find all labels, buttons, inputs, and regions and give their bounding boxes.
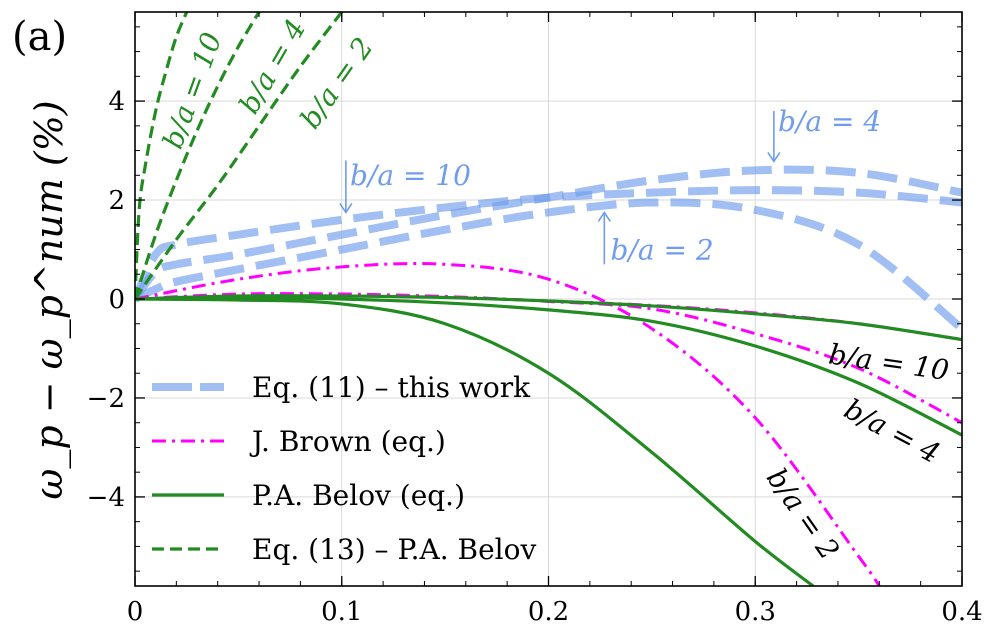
- y-tick-label: 2: [108, 186, 125, 216]
- y-tick-label: 0: [108, 285, 125, 315]
- series-line-this_work-2: [135, 198, 962, 332]
- series-group: [135, 12, 962, 586]
- panel-label: (a): [12, 14, 67, 60]
- series-line-belov-6: [135, 294, 962, 342]
- y-tick-label: −2: [87, 384, 125, 414]
- x-tick-label: 0: [127, 597, 144, 627]
- y-tick-label: 4: [108, 87, 125, 117]
- series-line-eq13-9: [135, 12, 189, 300]
- curve-annotation-3: b/a = 10: [350, 159, 471, 192]
- annotation-arrow-head-2: [597, 210, 611, 222]
- series-line-this_work-1: [135, 165, 962, 302]
- annotation-arrow-head-0: [339, 202, 353, 214]
- legend-label-belov: P.A. Belov (eq.): [252, 479, 465, 512]
- legend-label-this_work: Eq. (11) – this work: [252, 371, 531, 404]
- y-tick-label: −4: [87, 483, 125, 513]
- series-line-eq13-11: [135, 12, 344, 300]
- series-line-this_work-0: [135, 186, 962, 301]
- x-tick-label: 0.3: [735, 597, 776, 627]
- arrow-group: [339, 110, 781, 265]
- curve-annotation-5: b/a = 2: [611, 233, 714, 266]
- x-tick-label: 0.2: [528, 597, 569, 627]
- curve-annotation-4: b/a = 4: [778, 105, 881, 138]
- x-tick-label: 0.4: [941, 597, 982, 627]
- series-line-belov-8: [135, 297, 815, 586]
- legend: Eq. (11) – this work J. Brown (eq.) P.A. B…: [152, 371, 536, 566]
- legend-label-brown: J. Brown (eq.): [249, 425, 446, 458]
- series-line-belov-7: [135, 295, 962, 437]
- y-axis-label: ω_p − ω_p^num (%): [27, 100, 72, 499]
- series-line-eq13-10: [135, 12, 261, 300]
- series-line-brown-5: [135, 262, 881, 586]
- annotation-arrow-head-1: [767, 151, 781, 163]
- x-tick-label: 0.1: [321, 597, 362, 627]
- legend-label-eq13: Eq. (13) – P.A. Belov: [252, 533, 536, 566]
- ticks: 0 0.1 0.2 0.3 0.4 −4 −2 0 2 4: [87, 12, 983, 627]
